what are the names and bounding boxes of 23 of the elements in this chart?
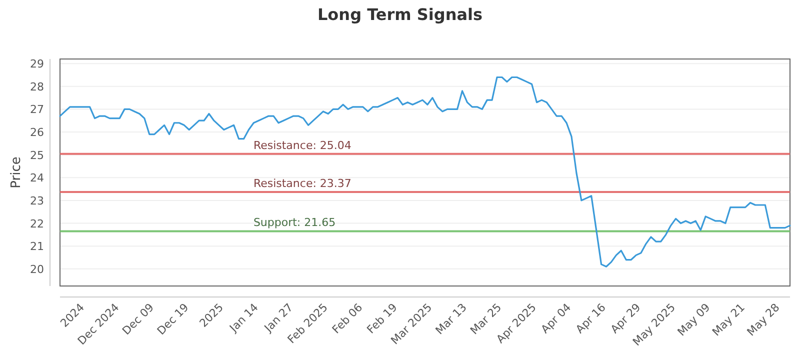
x-tick-label: Dec 09 [120, 300, 156, 338]
y-tick-label: 25 [30, 148, 44, 162]
ref-line-label: Resistance: 23.37 [253, 177, 352, 190]
y-tick-label: 21 [30, 240, 44, 254]
x-tick-label: Feb 06 [330, 300, 366, 336]
chart-title: Long Term Signals [317, 5, 483, 24]
x-tick-label: Dec 19 [154, 300, 192, 338]
y-tick-label: 24 [30, 172, 44, 185]
y-tick-label: 20 [30, 262, 44, 276]
y-tick-label: 26 [30, 126, 44, 140]
x-tick-label: Jan 14 [226, 300, 261, 336]
x-tick-label: Mar 13 [433, 300, 470, 338]
y-tick-label: 23 [30, 194, 44, 208]
y-tick-label: 29 [30, 58, 44, 71]
y-tick-label: 27 [30, 103, 44, 116]
line-series [59, 76, 791, 268]
ref-line-label: Resistance: 25.04 [253, 138, 352, 152]
y-axis-title: Price [9, 156, 24, 188]
x-tick-label: Apr 04 [538, 300, 574, 336]
y-tick-label: 28 [30, 80, 44, 94]
ref-line-label: Support: 21.65 [253, 216, 336, 230]
x-tick-label: Apr 16 [573, 300, 608, 336]
y-tick-label: 22 [30, 217, 44, 230]
